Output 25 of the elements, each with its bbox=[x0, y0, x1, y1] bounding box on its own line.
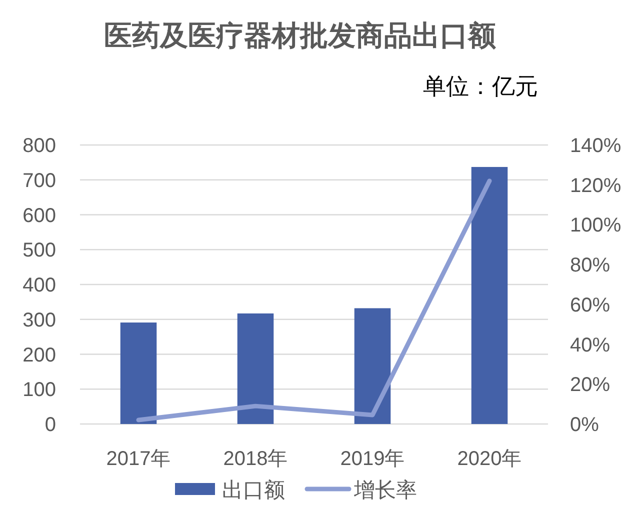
annotation: 单位：亿元 bbox=[423, 73, 538, 99]
legend-label: 出口额 bbox=[222, 479, 285, 502]
y-tick: 700 bbox=[22, 170, 56, 192]
y2-tick: 20% bbox=[570, 374, 610, 396]
y2-tick: 60% bbox=[570, 294, 610, 316]
y-tick: 0 bbox=[44, 414, 56, 436]
title: 医药及医疗器材批发商品出口额 bbox=[104, 20, 496, 51]
y-tick: 300 bbox=[22, 309, 56, 332]
y2-tick: 120% bbox=[570, 174, 622, 197]
x-tick: 2020年 bbox=[457, 448, 522, 470]
y2-tick: 40% bbox=[570, 334, 610, 356]
y-tick: 200 bbox=[22, 344, 56, 366]
x-tick: 2017年 bbox=[106, 448, 171, 470]
y-tick: 400 bbox=[22, 274, 56, 296]
legend-label: 增长率 bbox=[354, 479, 417, 502]
x-tick: 2018年 bbox=[223, 448, 288, 470]
y-tick: 500 bbox=[22, 240, 56, 262]
y2-tick: 140% bbox=[570, 135, 622, 157]
y-tick: 800 bbox=[22, 135, 56, 157]
y-tick: 600 bbox=[22, 204, 56, 227]
y2-tick: 80% bbox=[570, 254, 610, 277]
y-tick: 100 bbox=[22, 379, 56, 402]
x-tick: 2019年 bbox=[340, 448, 405, 470]
y2-tick: 100% bbox=[570, 214, 622, 237]
y2-tick: 0% bbox=[570, 414, 599, 436]
